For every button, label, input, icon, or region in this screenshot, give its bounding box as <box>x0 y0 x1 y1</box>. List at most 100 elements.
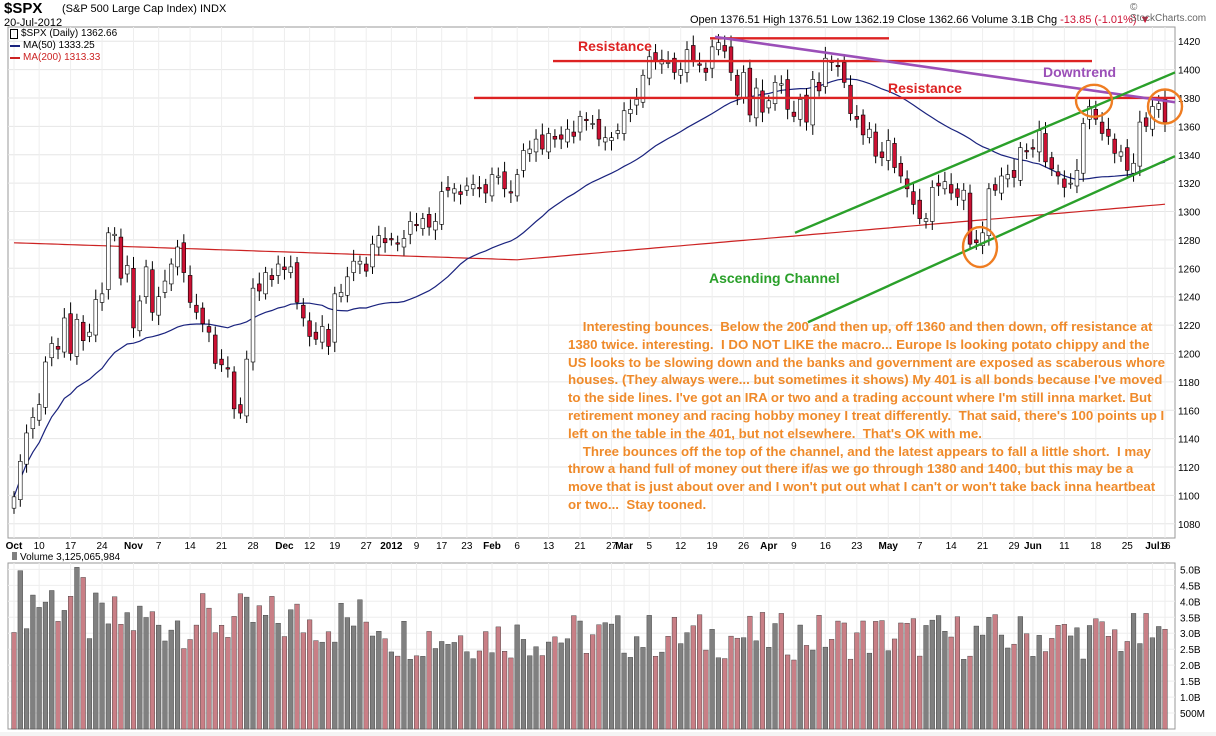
candle-down <box>747 67 753 116</box>
candle-down <box>1055 171 1061 177</box>
candle-up <box>250 287 256 363</box>
volume-bar <box>325 631 332 730</box>
candle-up <box>320 326 325 343</box>
candle-up <box>93 299 98 336</box>
volume-bar <box>338 602 344 730</box>
volume-bar <box>1093 618 1099 730</box>
volume-bar <box>936 615 942 730</box>
volume-bar <box>363 621 369 730</box>
x-tick-label: 16 <box>820 541 832 552</box>
volume-bar <box>816 615 822 730</box>
volume-bar <box>747 615 753 730</box>
candle-up <box>244 358 249 417</box>
volume-bar <box>1130 613 1137 730</box>
x-tick-label: 26 <box>738 541 750 552</box>
candle-up <box>1087 106 1092 120</box>
candle-down <box>181 242 187 273</box>
volume-bar <box>571 615 577 730</box>
footer-strip <box>0 732 1216 736</box>
x-tick-label: 16 <box>1159 541 1171 552</box>
candle-up <box>49 343 54 359</box>
volume-bar <box>1112 629 1118 730</box>
candle-up <box>565 128 570 143</box>
volume-bar <box>281 636 288 730</box>
volume-bar <box>401 621 407 730</box>
candle-down <box>967 192 973 245</box>
volume-bar <box>256 605 262 730</box>
volume-bar <box>967 655 973 730</box>
volume-bar <box>703 649 709 730</box>
candle-down <box>728 46 734 73</box>
candle-down <box>559 134 564 140</box>
volume-bar <box>332 641 338 730</box>
y-tick-label: 1340 <box>1178 151 1201 162</box>
volume-bar <box>17 570 23 730</box>
volume-bar <box>382 638 388 730</box>
candle-down <box>816 82 822 92</box>
volume-bar <box>684 632 690 730</box>
volume-bar <box>678 643 684 730</box>
x-tick-label: 14 <box>185 541 197 552</box>
volume-bar <box>741 637 747 730</box>
candle-up <box>470 184 476 190</box>
volume-bar <box>564 638 571 730</box>
candle-up <box>942 181 948 190</box>
candle-down <box>584 118 589 121</box>
y-tick-label: 1260 <box>1178 264 1201 275</box>
candle-up <box>603 137 608 143</box>
x-tick-label: May <box>879 541 899 552</box>
volume-bar <box>1099 621 1105 730</box>
volume-bar <box>124 612 130 730</box>
y-tick-label: 1120 <box>1178 463 1200 474</box>
volume-bar <box>93 592 99 730</box>
candle-down <box>936 182 941 187</box>
y-tick-label: 1160 <box>1178 406 1200 417</box>
legend-price-label: $SPX (Daily) 1362.66 <box>21 28 118 39</box>
volume-bar <box>1124 641 1130 730</box>
x-tick-label: 7 <box>917 541 923 552</box>
volume-bar <box>722 658 728 730</box>
volume-bar <box>1030 656 1036 730</box>
x-tick-label: Oct <box>6 541 23 552</box>
x-tick-label: 7 <box>156 541 162 552</box>
volume-bar <box>502 651 508 730</box>
volume-bar <box>596 624 602 730</box>
volume-bar <box>1156 626 1162 730</box>
candle-down <box>992 184 998 191</box>
candle-down <box>445 187 451 191</box>
volume-bar <box>980 634 986 730</box>
candle-down <box>653 52 658 62</box>
x-tick-label: Jun <box>1024 541 1042 552</box>
candle-down <box>55 346 61 350</box>
volume-tick-label: 2.5B <box>1180 645 1201 656</box>
volume-bar <box>376 631 382 730</box>
candle-up <box>175 246 180 268</box>
volume-bar <box>1080 658 1086 730</box>
candle-up <box>408 221 413 235</box>
low-value: 1362.19 <box>854 14 895 26</box>
volume-bar <box>464 651 470 730</box>
volume-bar <box>49 590 55 730</box>
legend-ma200: MA(200) 1313.33 <box>10 52 117 64</box>
candle-up <box>11 496 17 509</box>
volume-tick-label: 1.0B <box>1180 693 1201 704</box>
legend-ma200-label: MA(200) 1313.33 <box>23 52 101 63</box>
volume-bar <box>508 657 514 730</box>
candle-up <box>30 417 36 430</box>
candle-up <box>1018 147 1023 181</box>
volume-bar <box>954 616 961 730</box>
candle-down <box>1043 133 1048 163</box>
volume-bar <box>652 656 659 730</box>
volume-bar <box>206 607 212 730</box>
candle-up <box>332 293 337 343</box>
candle-up <box>678 69 683 76</box>
symbol-title: $SPX <box>4 0 43 17</box>
volume-bar <box>42 601 49 730</box>
volume-bar <box>659 651 665 730</box>
volume-bar <box>74 567 80 730</box>
high-value: 1376.51 <box>788 14 829 26</box>
volume-legend: Volume 3,125,065,984 <box>12 552 120 563</box>
downtrend-label: Downtrend <box>1043 64 1116 80</box>
legend-ma50: MA(50) 1333.25 <box>10 40 117 52</box>
